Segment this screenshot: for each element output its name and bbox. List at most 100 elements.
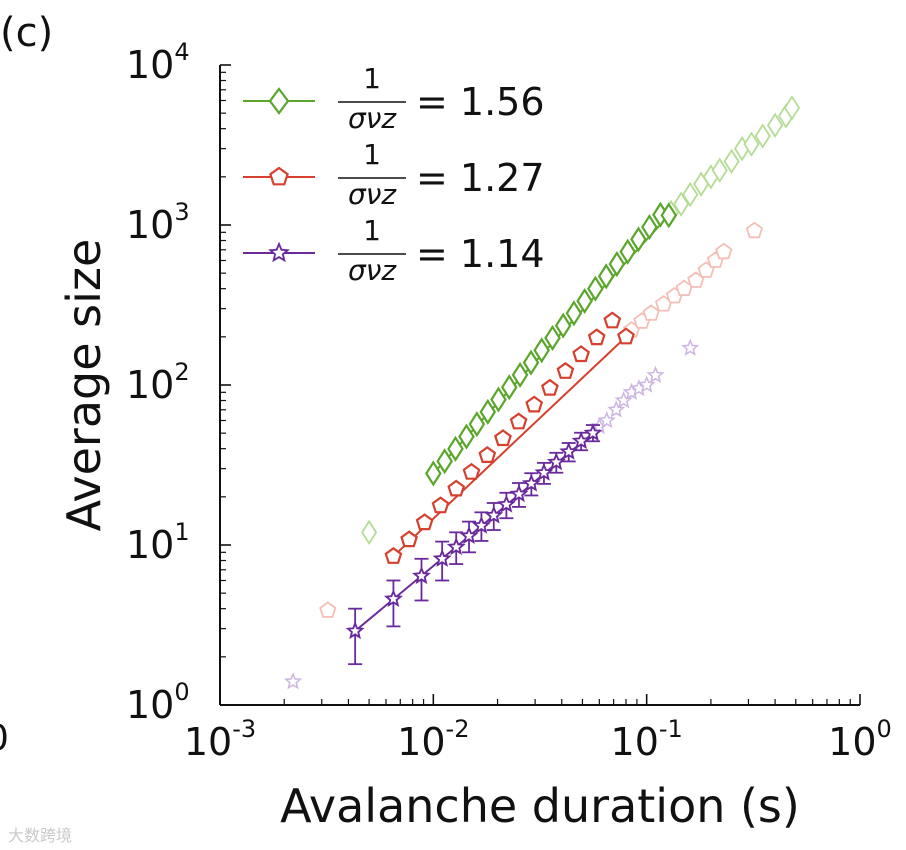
data-point-pentagon (509, 412, 528, 430)
faded-point-diamond (711, 157, 728, 183)
faded-point-star (607, 400, 626, 418)
faded-point-pentagon (745, 221, 764, 239)
faded-point-diamond (767, 112, 784, 138)
faded-point-pentagon (642, 304, 660, 321)
data-point-diamond (554, 312, 572, 339)
data-point-diamond (565, 300, 583, 327)
data-point-diamond (425, 460, 442, 487)
data-point-pentagon (447, 479, 466, 497)
data-point-diamond (479, 398, 497, 425)
legend-value: = 1.27 (416, 156, 545, 200)
data-point-diamond (544, 324, 561, 352)
y-tick-label: 101 (126, 518, 190, 567)
data-point-star (459, 525, 479, 544)
data-point-pentagon (415, 513, 434, 531)
edge-tick-fragment: 0 (0, 718, 9, 759)
legend-fraction-denominator: σνz (348, 254, 397, 287)
data-point-star (484, 505, 504, 524)
faded-point-diamond (673, 191, 690, 217)
x-tick-label: 10-3 (184, 715, 256, 764)
data-point-diamond (436, 448, 453, 475)
data-point-star (583, 423, 603, 442)
watermark: 大数跨境 (8, 826, 73, 845)
data-point-diamond (500, 374, 518, 401)
data-point-pentagon (572, 345, 590, 363)
data-point-diamond (660, 202, 678, 229)
data-point-star (571, 431, 591, 450)
data-point-diamond (490, 386, 507, 413)
data-point-star (384, 589, 403, 607)
faded-point-diamond (783, 95, 801, 121)
data-point-star (521, 473, 541, 492)
data-point-diamond (533, 337, 550, 364)
data-point-diamond (511, 361, 529, 388)
data-point-pentagon (587, 328, 606, 346)
data-point-diamond (630, 226, 647, 253)
legend-marker-diamond (268, 87, 290, 115)
data-point-pentagon (541, 378, 559, 396)
legend-fraction-numerator: 1 (363, 138, 381, 171)
faded-point-diamond (723, 148, 740, 175)
panel-label: (c) (0, 10, 54, 56)
data-point-diamond (619, 238, 637, 265)
data-point-diamond (458, 423, 475, 450)
data-point-diamond (608, 250, 626, 278)
x-tick-label: 100 (828, 715, 892, 764)
legend-fraction-denominator: σνz (348, 102, 397, 135)
faded-point-diamond (743, 131, 760, 157)
data-point-star (546, 452, 566, 471)
data-point-star (559, 441, 579, 460)
data-point-pentagon (384, 546, 403, 564)
legend-marker-pentagon (269, 166, 289, 186)
data-point-pentagon (603, 311, 622, 329)
y-tick-label: 104 (126, 38, 190, 87)
faded-point-star (284, 672, 303, 690)
faded-point-star (597, 410, 616, 429)
faded-point-diamond (682, 181, 699, 208)
faded-point-diamond (361, 519, 378, 546)
legend-fraction-numerator: 1 (363, 62, 381, 95)
faded-point-pentagon (319, 601, 337, 618)
legend-value: = 1.14 (416, 232, 545, 276)
faded-point-pentagon (715, 242, 733, 260)
faded-point-star (681, 338, 700, 356)
y-tick-label: 102 (126, 358, 190, 407)
data-point-pentagon (525, 395, 544, 413)
legend-fraction-numerator: 1 (363, 214, 381, 247)
y-tick-label: 100 (126, 678, 190, 727)
data-point-pentagon (431, 496, 450, 514)
data-point-pentagon (462, 462, 481, 480)
data-point-diamond (641, 214, 658, 241)
y-axis-label: Average size (57, 239, 111, 532)
x-axis-label: Avalanche duration (s) (280, 779, 800, 833)
y-tick-label: 103 (126, 198, 190, 247)
data-point-diamond (597, 263, 615, 290)
x-tick-label: 10-1 (611, 715, 683, 764)
faded-point-star (646, 365, 665, 384)
faded-point-star (637, 375, 656, 393)
legend-value: = 1.56 (416, 80, 545, 124)
data-point-star (432, 548, 452, 567)
data-point-diamond (468, 411, 486, 438)
data-point-pentagon (556, 361, 575, 379)
data-point-star (446, 537, 466, 556)
data-point-star (412, 566, 431, 585)
x-tick-label: 10-2 (397, 715, 469, 764)
data-point-star (497, 494, 516, 513)
data-point-star (472, 515, 491, 534)
data-point-star (345, 621, 365, 640)
data-point-star (509, 484, 529, 503)
faded-point-diamond (754, 123, 771, 149)
data-point-diamond (576, 287, 593, 315)
data-point-pentagon (478, 446, 497, 463)
data-point-star (534, 462, 554, 481)
data-point-pentagon (494, 429, 512, 447)
data-point-pentagon (617, 327, 635, 345)
legend-fraction-denominator: σνz (348, 178, 397, 211)
data-point-diamond (447, 435, 464, 462)
data-point-pentagon (400, 530, 418, 548)
legend-marker-star (268, 241, 290, 263)
data-point-diamond (522, 349, 540, 376)
data-point-diamond (587, 275, 604, 302)
